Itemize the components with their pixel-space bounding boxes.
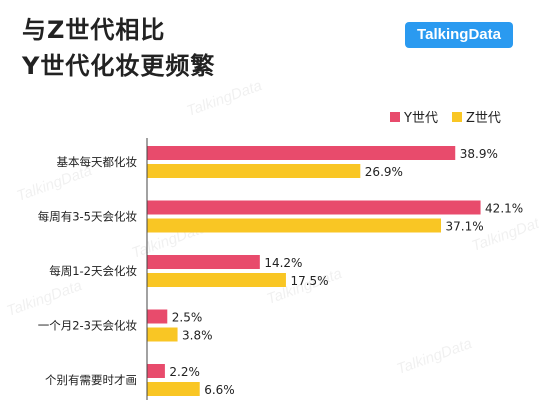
legend-swatch-y bbox=[390, 111, 400, 122]
chart-title-line-2: Y世代化妆更频繁 bbox=[22, 52, 216, 80]
data-label: 37.1% bbox=[446, 220, 484, 234]
data-label: 6.6% bbox=[204, 383, 235, 397]
data-label: 17.5% bbox=[290, 274, 328, 288]
brand-logo: TalkingData bbox=[405, 22, 513, 48]
bar bbox=[147, 255, 260, 269]
bar bbox=[147, 200, 481, 215]
bar bbox=[147, 327, 178, 342]
chart-legend: Y世代 Z世代 bbox=[390, 107, 515, 126]
bar bbox=[147, 382, 200, 396]
category-label: 个别有需要时才画 bbox=[45, 373, 137, 387]
bar bbox=[147, 364, 165, 378]
legend-label-z: Z世代 bbox=[465, 111, 501, 126]
bar bbox=[147, 218, 442, 233]
category-label: 每周有3-5天会化妆 bbox=[38, 210, 138, 224]
category-label: 每周1-2天会化妆 bbox=[49, 264, 137, 278]
data-label: 42.1% bbox=[485, 202, 523, 216]
bar bbox=[147, 309, 168, 324]
chart-title: 与Z世代相比 Y世代化妆更频繁 bbox=[22, 12, 215, 84]
category-label: 一个月2-3天会化妆 bbox=[38, 319, 138, 333]
category-label: 基本每天都化妆 bbox=[57, 155, 138, 169]
data-label: 38.9% bbox=[460, 147, 498, 161]
legend-swatch-z bbox=[451, 111, 462, 122]
data-label: 2.5% bbox=[172, 311, 203, 325]
legend-label-y: Y世代 bbox=[404, 111, 438, 126]
data-label: 14.2% bbox=[264, 256, 302, 270]
data-label: 2.2% bbox=[169, 365, 200, 379]
data-label: 3.8% bbox=[182, 329, 213, 343]
chart-title-line-1: 与Z世代相比 bbox=[22, 16, 166, 44]
bar bbox=[147, 164, 361, 178]
legend-item-y: Y世代 bbox=[390, 107, 438, 126]
bar bbox=[147, 273, 286, 287]
bar bbox=[147, 146, 456, 160]
legend-item-z: Z世代 bbox=[451, 107, 501, 126]
data-label: 26.9% bbox=[365, 165, 403, 179]
